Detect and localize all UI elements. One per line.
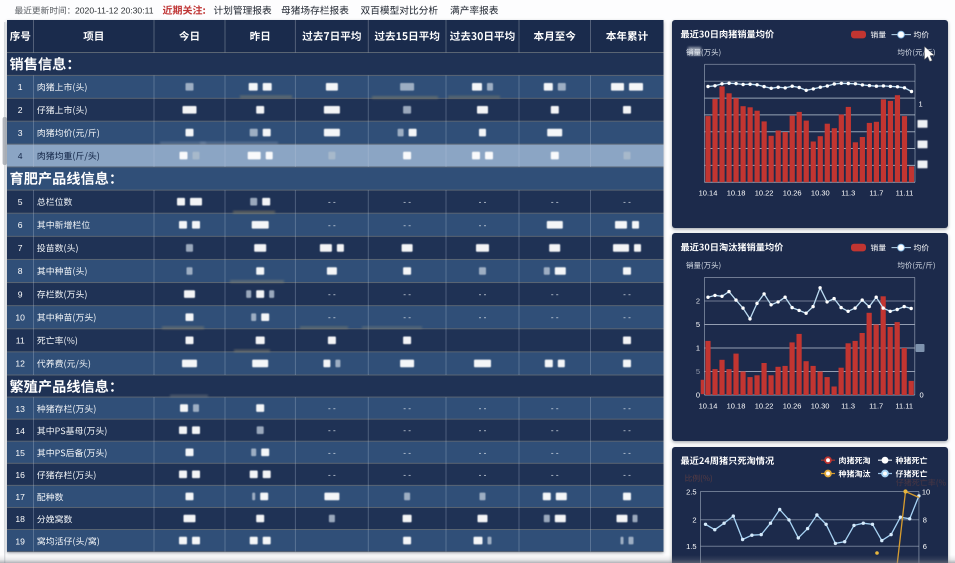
svg-text:13: 13	[15, 404, 25, 414]
svg-text:- -: - -	[328, 290, 336, 299]
svg-text:- -: - -	[623, 198, 631, 207]
svg-text:10.26: 10.26	[783, 402, 802, 411]
svg-text:- -: - -	[623, 290, 631, 299]
svg-text:2: 2	[692, 516, 696, 525]
svg-text:- -: - -	[551, 448, 559, 457]
svg-text:- -: - -	[479, 404, 487, 413]
svg-text:12: 12	[15, 359, 25, 369]
svg-text:- -: - -	[479, 221, 487, 230]
svg-text:8: 8	[18, 266, 23, 276]
svg-text:6: 6	[923, 542, 927, 551]
svg-text:10.14: 10.14	[699, 402, 718, 411]
svg-text:- -: - -	[479, 448, 487, 457]
svg-text:- -: - -	[479, 470, 487, 479]
svg-text:10.22: 10.22	[755, 189, 774, 198]
svg-text:0: 0	[920, 391, 924, 400]
svg-text:- -: - -	[403, 448, 411, 457]
svg-text:9: 9	[18, 289, 23, 299]
svg-text:18: 18	[15, 514, 25, 524]
svg-text:16: 16	[15, 470, 25, 480]
svg-text:8: 8	[923, 516, 927, 525]
svg-text:2: 2	[18, 105, 23, 115]
svg-text:5: 5	[696, 367, 700, 376]
svg-text:- -: - -	[328, 221, 336, 230]
svg-text:- -: - -	[403, 313, 411, 322]
svg-text:6: 6	[18, 220, 23, 230]
svg-text:- -: - -	[403, 404, 411, 413]
svg-text:- -: - -	[479, 198, 487, 207]
svg-text:- -: - -	[403, 198, 411, 207]
svg-text:- -: - -	[551, 313, 559, 322]
svg-text:- -: - -	[403, 221, 411, 230]
svg-text:- -: - -	[623, 426, 631, 435]
svg-text:- -: - -	[623, 448, 631, 457]
svg-text:7: 7	[18, 243, 23, 253]
svg-text:2: 2	[696, 297, 700, 306]
svg-text:4: 4	[18, 151, 23, 161]
svg-text:- -: - -	[479, 426, 487, 435]
svg-text:11.7: 11.7	[869, 402, 883, 411]
svg-text:- -: - -	[623, 470, 631, 479]
svg-text:- -: - -	[403, 290, 411, 299]
svg-text:10: 10	[15, 313, 25, 323]
svg-text:19: 19	[15, 536, 25, 546]
svg-text:- -: - -	[479, 290, 487, 299]
svg-text:17: 17	[15, 492, 25, 502]
svg-text:5: 5	[18, 197, 23, 207]
svg-text:- -: - -	[403, 470, 411, 479]
svg-text:10.22: 10.22	[755, 402, 774, 411]
svg-text:5: 5	[696, 320, 700, 329]
svg-text:- -: - -	[328, 198, 336, 207]
svg-text:- -: - -	[551, 290, 559, 299]
svg-text:1.5: 1.5	[686, 542, 696, 551]
svg-text:- -: - -	[328, 313, 336, 322]
svg-text:11.11: 11.11	[896, 189, 914, 198]
svg-text:- -: - -	[328, 426, 336, 435]
svg-text:10.30: 10.30	[811, 189, 830, 198]
svg-text:- -: - -	[328, 404, 336, 413]
svg-text:2.5: 2.5	[686, 487, 696, 496]
svg-text:10.18: 10.18	[727, 189, 746, 198]
svg-text:11: 11	[16, 336, 25, 346]
svg-text:- -: - -	[623, 313, 631, 322]
svg-text:- -: - -	[551, 198, 559, 207]
svg-text:11.11: 11.11	[895, 402, 913, 411]
svg-text:1: 1	[18, 82, 23, 92]
svg-text:- -: - -	[551, 470, 559, 479]
svg-text:- -: - -	[479, 313, 487, 322]
svg-text:11.3: 11.3	[841, 402, 855, 411]
svg-text:0: 0	[696, 391, 700, 400]
svg-text:3: 3	[18, 128, 23, 138]
svg-text:10.14: 10.14	[699, 189, 718, 198]
svg-text:1: 1	[919, 99, 923, 108]
svg-text:- -: - -	[551, 426, 559, 435]
svg-text:10.30: 10.30	[811, 402, 830, 411]
svg-text:- -: - -	[403, 426, 411, 435]
svg-text:2020-11-12 20:30:11: 2020-11-12 20:30:11	[75, 6, 154, 16]
svg-text:- -: - -	[328, 448, 336, 457]
svg-text:10.26: 10.26	[783, 189, 802, 198]
svg-text:14: 14	[15, 426, 25, 436]
svg-text:10.18: 10.18	[727, 402, 746, 411]
svg-text:11.3: 11.3	[841, 189, 855, 198]
svg-text:15: 15	[15, 448, 25, 458]
svg-text:10: 10	[922, 487, 930, 496]
svg-text:- -: - -	[328, 470, 336, 479]
svg-text:1: 1	[696, 344, 700, 353]
svg-text:11.7: 11.7	[869, 189, 883, 198]
svg-text:- -: - -	[623, 404, 631, 413]
svg-text:- -: - -	[551, 404, 559, 413]
